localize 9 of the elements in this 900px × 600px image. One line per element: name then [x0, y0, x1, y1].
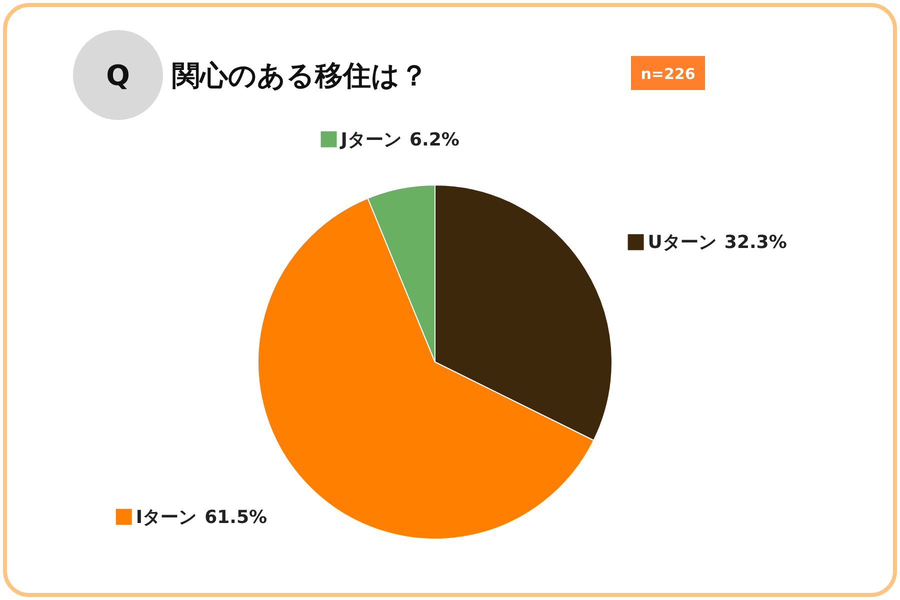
text: Q — [106, 59, 130, 92]
legend-label: Uターン — [648, 232, 716, 254]
text: n=226 — [640, 65, 696, 83]
data-label: 6.2% — [409, 129, 460, 150]
legend-label: Jターン — [338, 129, 402, 150]
legend-label: Iターン — [136, 506, 197, 528]
data-label: 61.5% — [204, 506, 268, 528]
data-label: 32.3% — [724, 232, 787, 254]
chart-title: 関心のある移住は？ — [172, 59, 428, 92]
